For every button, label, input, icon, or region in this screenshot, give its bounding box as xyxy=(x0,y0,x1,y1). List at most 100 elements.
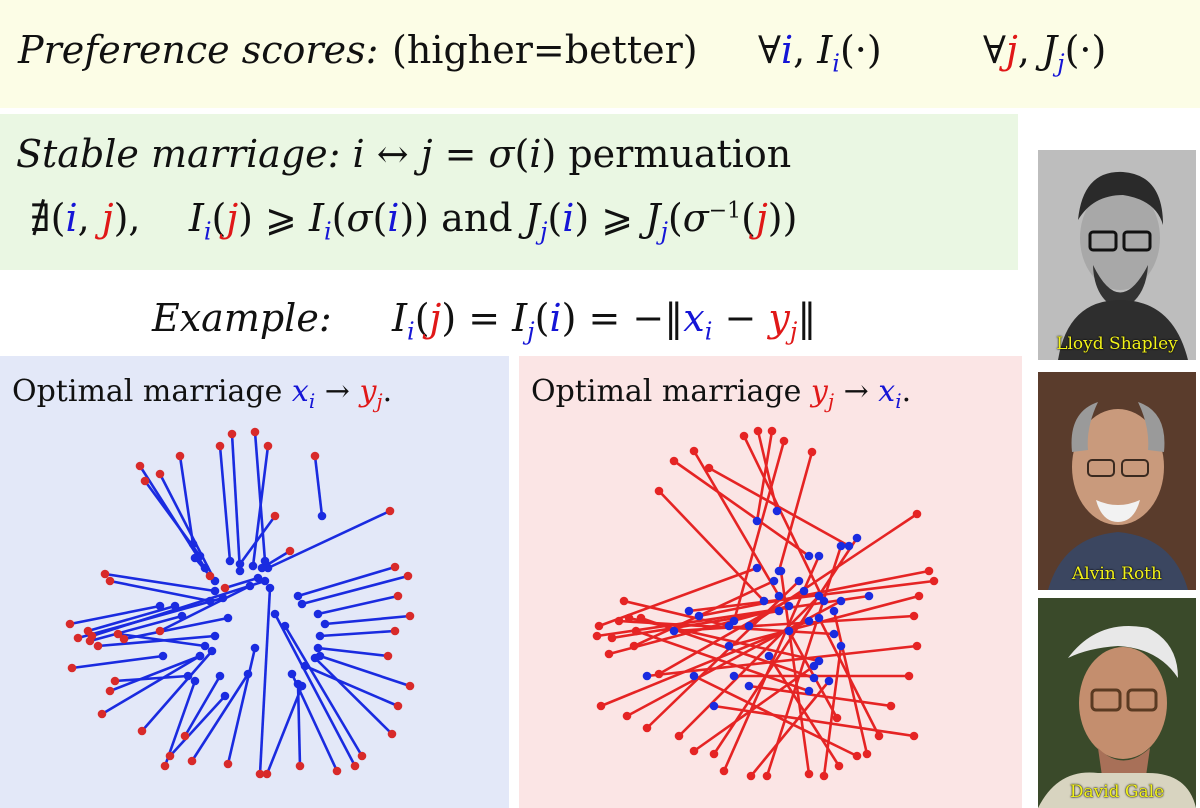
left-panel-title: Optimal marriage xi → yj. xyxy=(12,374,393,413)
blue-end-point xyxy=(262,769,272,779)
blue-end-point xyxy=(390,626,400,636)
portrait-photo-icon xyxy=(1038,372,1196,590)
red-start-point xyxy=(924,566,934,576)
blue-end-point xyxy=(405,611,415,621)
red-match-line xyxy=(708,466,850,548)
blue-start-point xyxy=(158,651,168,661)
blue-end-point xyxy=(73,633,83,643)
red-match-line xyxy=(658,589,805,676)
red-start-point xyxy=(834,761,844,771)
blue-match-line xyxy=(253,431,267,562)
blue-match-line xyxy=(317,594,399,616)
blue-match-line xyxy=(265,685,304,775)
blue-end-point xyxy=(383,651,393,661)
blue-start-point xyxy=(250,643,260,653)
red-end-point xyxy=(836,641,846,651)
red-end-point xyxy=(799,586,809,596)
caption-alvin-roth: Alvin Roth xyxy=(1072,564,1162,584)
blue-start-point xyxy=(257,563,267,573)
red-match-line xyxy=(732,440,786,622)
red-start-point xyxy=(704,463,714,473)
blue-match-line xyxy=(159,584,251,633)
stable-marriage-band xyxy=(0,114,1018,270)
blue-start-point xyxy=(245,581,255,591)
red-match-line xyxy=(678,595,820,737)
red-match-line xyxy=(765,545,843,777)
blue-match-line xyxy=(101,654,201,716)
red-end-point xyxy=(836,596,846,606)
red-start-point xyxy=(636,613,646,623)
blue-match-line xyxy=(251,445,270,567)
blue-start-point xyxy=(297,681,307,691)
blue-end-point xyxy=(160,761,170,771)
red-end-point xyxy=(752,516,762,526)
red-match-line xyxy=(646,644,918,678)
red-end-point xyxy=(784,601,794,611)
stability-condition: ∄(i, j), Ii(j) ⩾ Ii(σ(i)) and Jj(i) ⩾ Jj… xyxy=(30,196,798,246)
red-start-point xyxy=(874,731,884,741)
blue-match-line xyxy=(123,616,229,641)
red-start-point xyxy=(909,611,919,621)
red-end-point xyxy=(769,576,779,586)
permutation-word: permuation xyxy=(568,132,792,176)
red-end-point xyxy=(684,606,694,616)
red-match-line xyxy=(748,684,892,708)
blue-start-point xyxy=(270,609,280,619)
blue-match-line xyxy=(141,650,213,732)
red-end-point xyxy=(829,606,839,616)
portrait-photo-icon xyxy=(1038,598,1196,808)
stable-marriage-line: Stable marriage: i ↔ j = σ(i) permuation xyxy=(16,132,792,176)
red-match-line xyxy=(688,579,935,613)
red-match-line xyxy=(692,450,781,597)
red-start-point xyxy=(779,436,789,446)
red-end-point xyxy=(809,673,819,683)
blue-start-point xyxy=(225,556,235,566)
blue-match-line xyxy=(304,664,399,708)
red-start-point xyxy=(746,771,756,781)
red-end-point xyxy=(724,621,734,631)
red-end-point xyxy=(829,629,839,639)
portrait-lloyd-shapley: Lloyd Shapley xyxy=(1038,150,1196,360)
blue-match-line xyxy=(218,445,232,562)
red-end-point xyxy=(784,626,794,636)
blue-end-point xyxy=(67,663,77,673)
blue-matching-plot xyxy=(65,427,415,779)
blue-match-line xyxy=(313,455,324,517)
red-start-point xyxy=(929,576,939,586)
red-end-point xyxy=(852,533,862,543)
red-end-point xyxy=(804,616,814,626)
blue-end-point xyxy=(110,676,120,686)
blue-end-point xyxy=(93,641,103,651)
blue-start-point xyxy=(195,651,205,661)
forall-i-formula: ∀i, Ii(·) xyxy=(758,28,882,78)
blue-start-point xyxy=(220,691,230,701)
blue-end-point xyxy=(223,759,233,769)
blue-end-point xyxy=(119,634,129,644)
blue-start-point xyxy=(243,669,253,679)
caption-david-gale: David Gale xyxy=(1069,782,1165,802)
red-end-point xyxy=(724,641,734,651)
blue-start-point xyxy=(188,539,198,549)
blue-match-line xyxy=(190,673,250,762)
example-formula: Ii(j) = Ij(i) = −‖xi − yj‖ xyxy=(392,296,817,346)
red-start-point xyxy=(819,771,829,781)
red-start-point xyxy=(852,751,862,761)
blue-start-point xyxy=(253,573,263,583)
blue-match-line xyxy=(69,604,161,626)
blue-end-point xyxy=(135,461,145,471)
red-start-point xyxy=(631,626,641,636)
blue-match-line xyxy=(238,515,277,565)
blue-match-line xyxy=(230,433,242,572)
blue-end-point xyxy=(393,591,403,601)
blue-end-point xyxy=(187,756,197,766)
blue-end-point xyxy=(263,441,273,451)
blue-start-point xyxy=(235,559,245,569)
blue-start-point xyxy=(215,671,225,681)
and-word: and xyxy=(441,196,513,240)
blue-start-point xyxy=(177,611,187,621)
red-start-point xyxy=(719,766,729,776)
blue-end-point xyxy=(205,571,215,581)
blue-start-point xyxy=(320,619,330,629)
red-match-line xyxy=(673,459,810,558)
blue-match-line xyxy=(109,579,211,603)
